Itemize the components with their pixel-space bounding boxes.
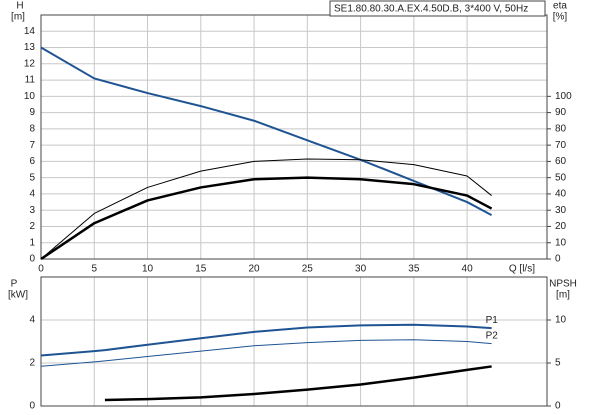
plot-frame [40, 276, 548, 407]
y2-tick-label: 70 [555, 140, 567, 151]
y-tick-label: 12 [24, 58, 36, 69]
y-axis-label: H [16, 1, 23, 12]
y-tick-label: 8 [29, 124, 35, 135]
y-tick-label: 2 [29, 221, 35, 232]
y2-axis-label: eta [553, 1, 567, 12]
curve [40, 158, 492, 260]
curve-label: P2 [486, 330, 499, 341]
y2-axis-unit: [m] [556, 290, 570, 301]
y2-tick-label: 80 [555, 124, 567, 135]
y2-tick-label: 90 [555, 107, 567, 118]
y-axis-label: P [11, 279, 18, 290]
curve [40, 339, 492, 367]
y-tick-label: 4 [29, 189, 35, 200]
y2-tick-label: 40 [555, 189, 567, 200]
y-tick-label: 14 [24, 26, 36, 37]
y-tick-label: 4 [29, 315, 35, 326]
x-tick-label: 30 [355, 264, 367, 275]
y-tick-label: 5 [29, 172, 35, 183]
y-axis-unit: [m] [11, 12, 25, 23]
y2-tick-label: 60 [555, 156, 567, 167]
y-axis-unit: [kW] [8, 290, 28, 301]
y-tick-label: 11 [25, 75, 36, 86]
x-tick-label: 5 [91, 264, 97, 275]
y2-tick-label: 5 [555, 358, 561, 369]
x-tick-label: 25 [302, 264, 314, 275]
y2-tick-label: 30 [555, 205, 567, 216]
x-tick-label: 40 [462, 264, 474, 275]
x-tick-label: 35 [408, 264, 420, 275]
curve [40, 176, 493, 261]
y-tick-label: 10 [24, 91, 36, 102]
y2-tick-label: 10 [555, 237, 567, 248]
y2-tick-label: 0 [555, 401, 561, 412]
y-tick-label: 3 [29, 205, 35, 216]
y-tick-label: 0 [29, 401, 35, 412]
plot-area [41, 15, 547, 259]
y-tick-label: 6 [29, 156, 35, 167]
title-box [329, 0, 546, 17]
y-tick-label: 7 [29, 140, 35, 151]
x-tick-label: 20 [248, 264, 260, 275]
x-tick-label: 10 [142, 264, 154, 275]
y-tick-label: 0 [29, 254, 35, 265]
y-tick-label: 9 [29, 107, 35, 118]
y2-tick-label: 100 [555, 91, 572, 102]
y2-tick-label: 0 [555, 254, 561, 265]
curve-label: P1 [486, 315, 499, 326]
curve [40, 46, 493, 216]
x-axis-label: Q [l/s] [509, 264, 535, 275]
y2-tick-label: 50 [555, 172, 567, 183]
y-tick-label: 2 [29, 358, 35, 369]
y2-tick-label: 10 [555, 315, 567, 326]
x-tick-label: 0 [38, 264, 44, 275]
y-tick-label: 13 [24, 42, 36, 53]
y2-axis-unit: [%] [553, 12, 568, 23]
y2-tick-label: 20 [555, 221, 567, 232]
y2-axis-label: NPSH [549, 279, 577, 290]
y-tick-label: 1 [29, 237, 35, 248]
curve [40, 323, 492, 357]
chart-title: SE1.80.80.30.A.EX.4.50D.B, 3*400 V, 50Hz [334, 4, 528, 15]
plot-frame [40, 14, 548, 260]
x-tick-label: 15 [195, 264, 207, 275]
curve [104, 365, 492, 402]
